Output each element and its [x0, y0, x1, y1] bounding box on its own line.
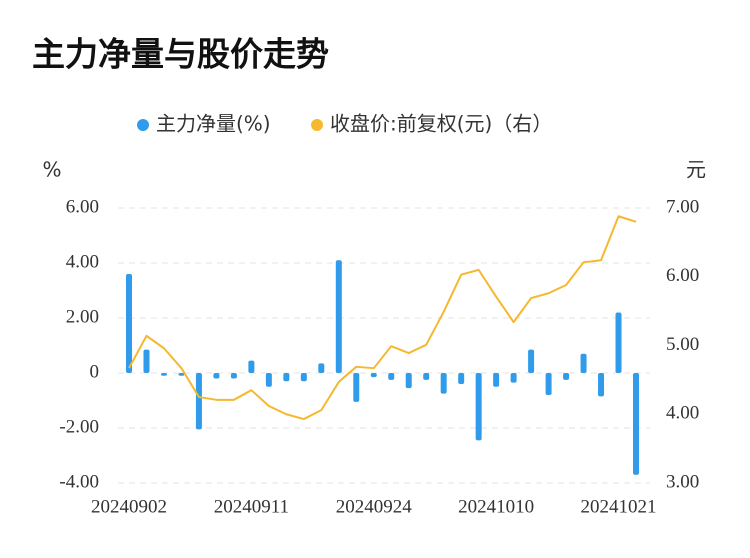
y2-tick-label: 3.00 [666, 471, 699, 492]
bar [143, 349, 150, 373]
y-tick-label: 6.00 [66, 196, 99, 217]
legend-swatch [137, 119, 149, 131]
bar [423, 373, 430, 380]
chart-title: 主力净量与股价走势 [32, 35, 329, 74]
bar [160, 373, 167, 376]
y2-axis-unit: 元 [686, 158, 706, 182]
bar [510, 373, 517, 383]
bar [195, 373, 202, 430]
x-tick-label: 20241010 [458, 496, 534, 517]
y-axis-unit: % [42, 158, 61, 182]
bar [353, 373, 360, 402]
y2-tick-label: 6.00 [666, 265, 699, 286]
bar [300, 373, 307, 382]
x-tick-label: 20241021 [581, 496, 657, 517]
x-tick-label: 20240902 [91, 496, 167, 517]
price-line [128, 215, 637, 421]
bar [598, 373, 605, 397]
y-tick-label: 4.00 [66, 251, 99, 272]
bar [370, 373, 377, 378]
legend-label: 收盘价:前复权(元)（右） [330, 112, 552, 136]
x-tick-label: 20240924 [336, 496, 413, 517]
bar [458, 373, 465, 384]
legend-label: 主力净量(%) [156, 112, 271, 136]
bar [318, 363, 325, 373]
y-tick-label: 2.00 [66, 306, 99, 327]
bar [615, 312, 622, 373]
y2-tick-label: 7.00 [666, 196, 699, 217]
bar [265, 373, 272, 387]
bar [388, 373, 395, 380]
y-tick-label: 0 [90, 361, 100, 382]
bar [440, 373, 447, 394]
bar [213, 373, 220, 379]
bar [405, 373, 412, 389]
bar [563, 373, 570, 380]
bar [335, 260, 342, 373]
x-tick-label: 20240911 [214, 496, 289, 517]
y2-tick-label: 4.00 [666, 403, 699, 424]
bar [230, 373, 237, 379]
bar [178, 373, 185, 376]
bar [633, 373, 639, 475]
bar [248, 360, 255, 373]
y-tick-label: -2.00 [59, 416, 99, 437]
legend-swatch [311, 119, 323, 131]
bar [475, 373, 482, 441]
bar [126, 274, 132, 373]
bar [580, 353, 587, 373]
bar [528, 349, 535, 373]
bar [493, 373, 500, 387]
y2-tick-label: 5.00 [666, 334, 699, 355]
y-tick-label: -4.00 [59, 471, 99, 492]
bar [545, 373, 552, 395]
bar [283, 373, 290, 382]
